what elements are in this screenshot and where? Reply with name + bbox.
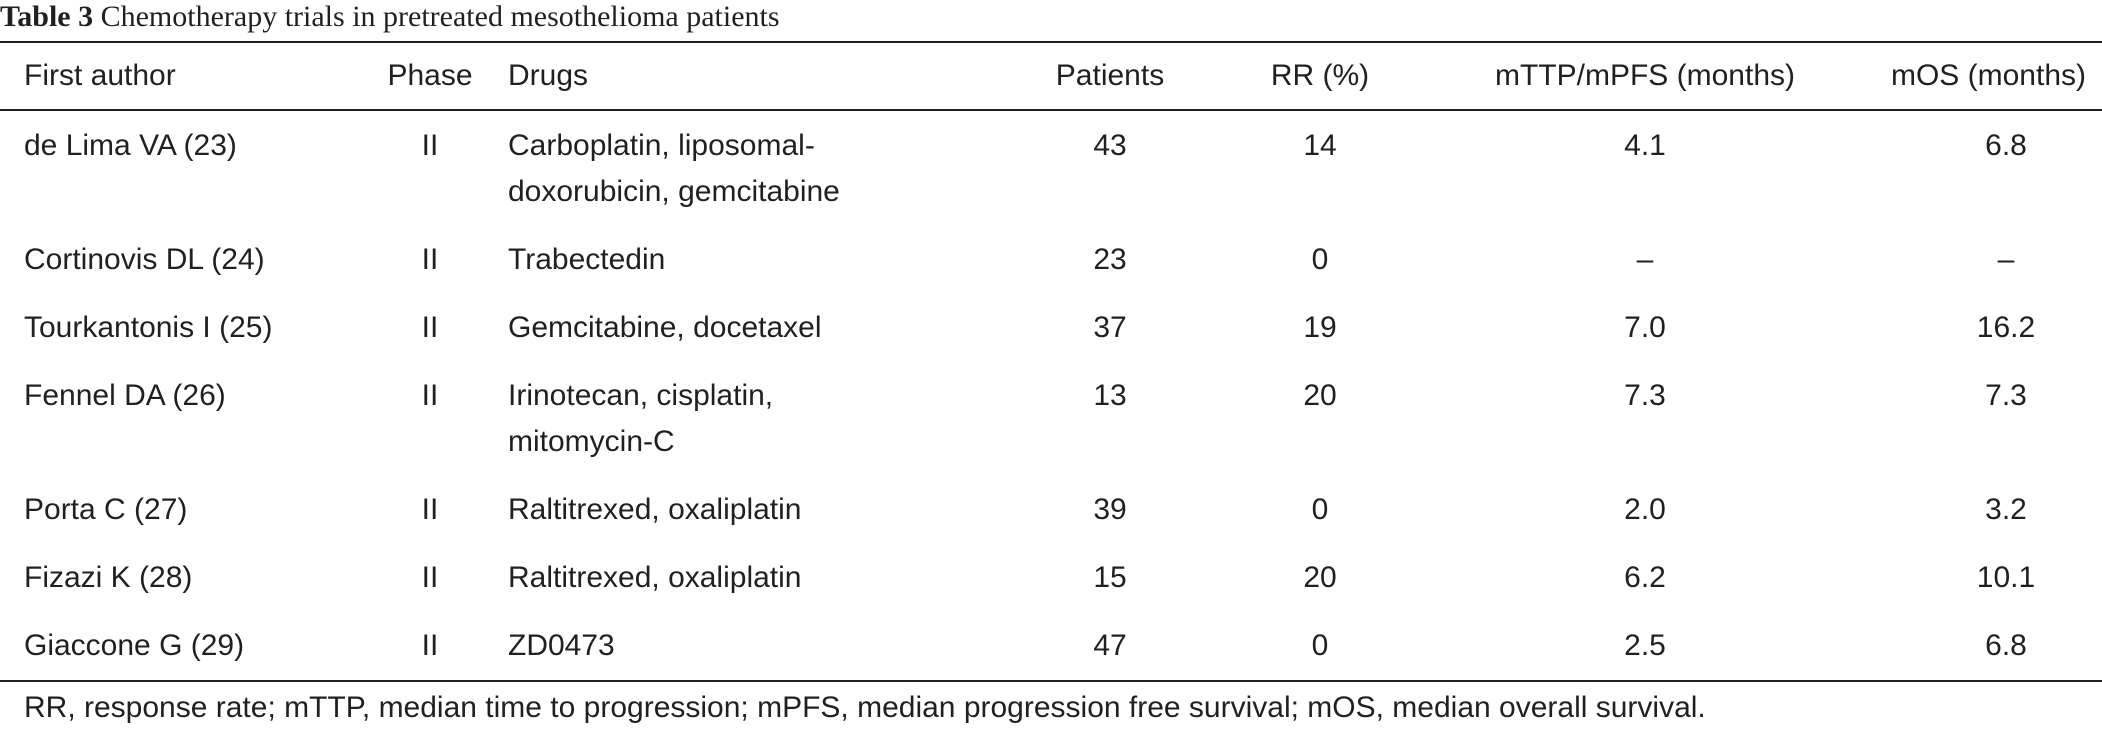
cell-drugs-line: mitomycin-C xyxy=(508,425,675,458)
cell-drugs: Trabectedin xyxy=(508,243,666,276)
header-phase: Phase xyxy=(387,59,473,92)
cell-mos: 16.2 xyxy=(1860,294,2102,362)
cell-response-rate: 0 xyxy=(1311,493,1329,526)
cell-drugs: Raltitrexed, oxaliplatin xyxy=(508,493,802,526)
table-row: Tourkantonis I (25) II Gemcitabine, doce… xyxy=(0,294,2102,362)
cell-drugs: Gemcitabine, docetaxel xyxy=(508,311,822,344)
cell-mttp-mpfs: 7.3 xyxy=(1624,379,1666,412)
cell-mos-value: 6.8 xyxy=(1985,629,2027,662)
cell-response-rate: 19 xyxy=(1303,311,1337,344)
header-drugs: Drugs xyxy=(508,59,589,92)
table-header-row: First author Phase Drugs Patients RR (%)… xyxy=(0,42,2102,110)
cell-mos-value: 7.3 xyxy=(1985,379,2027,412)
cell-mos-value: 6.8 xyxy=(1985,129,2027,162)
cell-drugs: ZD0473 xyxy=(508,629,615,662)
cell-patients: 39 xyxy=(1093,493,1127,526)
cell-author: Fizazi K (28) xyxy=(24,561,193,594)
cell-author: Fennel DA (26) xyxy=(24,379,226,412)
cell-mos: 7.3 xyxy=(1860,362,2102,476)
cell-drugs-line: Carboplatin, liposomal- xyxy=(508,129,815,162)
cell-mos: – xyxy=(1860,226,2102,294)
cell-mos-value: – xyxy=(1997,243,2015,276)
cell-patients: 43 xyxy=(1093,129,1127,162)
cell-phase: II xyxy=(421,629,439,662)
table-row: Porta C (27) II Raltitrexed, oxaliplatin… xyxy=(0,476,2102,544)
header-mos: mOS (months) xyxy=(1890,59,2086,92)
cell-phase: II xyxy=(421,561,439,594)
cell-patients: 13 xyxy=(1093,379,1127,412)
cell-author: Tourkantonis I (25) xyxy=(24,311,273,344)
cell-mos: 10.1 xyxy=(1860,544,2102,612)
table-footnote: RR, response rate; mTTP, median time to … xyxy=(24,691,1706,724)
cell-patients: 37 xyxy=(1093,311,1127,344)
cell-drugs: Carboplatin, liposomal-doxorubicin, gemc… xyxy=(500,110,1010,226)
cell-mttp-mpfs: 4.1 xyxy=(1624,129,1666,162)
cell-mos-value: 3.2 xyxy=(1985,493,2027,526)
cell-mos: 3.2 xyxy=(1860,476,2102,544)
cell-phase: II xyxy=(421,243,439,276)
header-response-rate: RR (%) xyxy=(1270,59,1370,92)
cell-patients: 15 xyxy=(1093,561,1127,594)
cell-drugs-line: Irinotecan, cisplatin, xyxy=(508,379,774,412)
cell-patients: 47 xyxy=(1093,629,1127,662)
cell-response-rate: 0 xyxy=(1311,243,1329,276)
header-mttp-mpfs: mTTP/mPFS (months) xyxy=(1494,59,1795,92)
cell-response-rate: 20 xyxy=(1303,379,1337,412)
cell-mttp-mpfs: – xyxy=(1636,243,1654,276)
cell-patients: 23 xyxy=(1093,243,1127,276)
cell-mos: 6.8 xyxy=(1860,612,2102,681)
cell-drugs: Irinotecan, cisplatin, mitomycin-C xyxy=(500,362,1010,476)
cell-phase: II xyxy=(421,379,439,412)
table-row: Cortinovis DL (24) II Trabectedin 23 0 –… xyxy=(0,226,2102,294)
cell-drugs: Raltitrexed, oxaliplatin xyxy=(508,561,802,594)
cell-phase: II xyxy=(421,129,439,162)
cell-mos-value: 16.2 xyxy=(1976,311,2036,344)
table-row: Giaccone G (29) II ZD0473 47 0 2.5 6.8 xyxy=(0,612,2102,681)
cell-mttp-mpfs: 6.2 xyxy=(1624,561,1666,594)
cell-drugs-line: doxorubicin, gemcitabine xyxy=(508,175,840,208)
cell-mttp-mpfs: 2.0 xyxy=(1624,493,1666,526)
table-caption-title: Chemotherapy trials in pretreated mesoth… xyxy=(100,0,780,33)
cell-phase: II xyxy=(421,311,439,344)
cell-phase: II xyxy=(421,493,439,526)
header-patients: Patients xyxy=(1055,59,1165,92)
cell-mttp-mpfs: 2.5 xyxy=(1624,629,1666,662)
cell-response-rate: 0 xyxy=(1311,629,1329,662)
cell-mos: 6.8 xyxy=(1860,110,2102,226)
header-first-author: First author xyxy=(24,59,176,92)
table-row: de Lima VA (23) II Carboplatin, liposoma… xyxy=(0,110,2102,226)
cell-author: Cortinovis DL (24) xyxy=(24,243,265,276)
cell-author: Giaccone G (29) xyxy=(24,629,245,662)
cell-response-rate: 14 xyxy=(1303,129,1337,162)
table-row: Fizazi K (28) II Raltitrexed, oxaliplati… xyxy=(0,544,2102,612)
cell-mttp-mpfs: 7.0 xyxy=(1624,311,1666,344)
table-caption-label: Table 3 xyxy=(0,0,94,33)
table-row: Fennel DA (26) II Irinotecan, cisplatin,… xyxy=(0,362,2102,476)
cell-author: de Lima VA (23) xyxy=(24,129,237,162)
cell-response-rate: 20 xyxy=(1303,561,1337,594)
cell-author: Porta C (27) xyxy=(24,493,188,526)
cell-mos-value: 10.1 xyxy=(1976,561,2036,594)
chemotherapy-trials-table: First author Phase Drugs Patients RR (%)… xyxy=(0,41,2102,682)
table-caption: Table 3 Chemotherapy trials in pretreate… xyxy=(0,0,780,34)
